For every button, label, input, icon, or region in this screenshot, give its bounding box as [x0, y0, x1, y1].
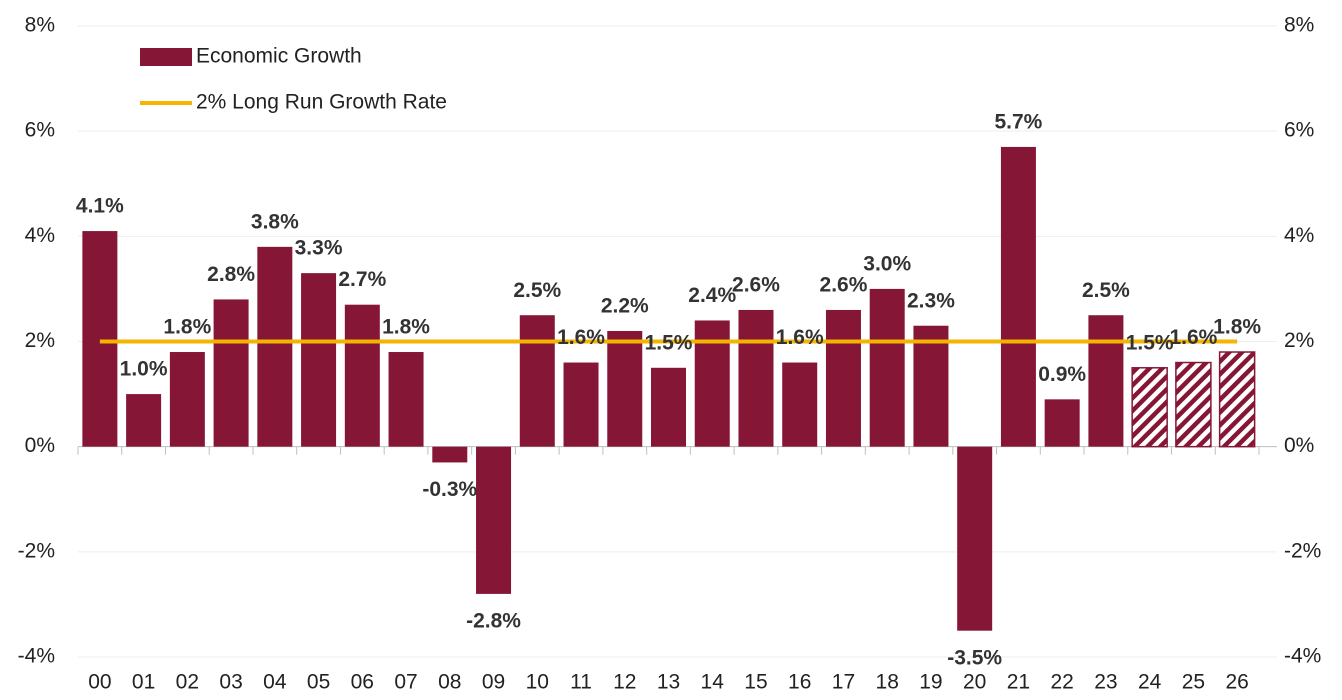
value-label: 2.2% [601, 295, 649, 318]
bar [782, 362, 818, 447]
x-tick-label: 03 [219, 671, 242, 694]
value-label: -2.8% [466, 609, 521, 632]
bar [738, 309, 774, 447]
bar [1000, 146, 1036, 447]
bar [1088, 315, 1124, 447]
y2-tick-label: -4% [1284, 645, 1321, 668]
bar [913, 325, 949, 447]
y2-tick-label: 0% [1284, 434, 1314, 457]
bar [257, 246, 293, 447]
x-tick-label: 02 [176, 671, 199, 694]
bar [563, 362, 599, 447]
value-label: 1.8% [163, 316, 211, 339]
y-tick-label: 0% [25, 434, 55, 457]
bar [519, 315, 555, 447]
y-tick-label: 2% [25, 329, 55, 352]
x-tick-label: 08 [438, 671, 461, 694]
x-tick-label: 01 [132, 671, 155, 694]
x-tick-label: 04 [263, 671, 287, 694]
bar [1131, 367, 1168, 448]
value-label: 0.9% [1038, 363, 1086, 386]
value-label: 3.3% [295, 237, 343, 260]
value-label: 2.3% [907, 289, 955, 312]
x-tick-label: 07 [394, 671, 417, 694]
y-tick-label: -2% [18, 539, 55, 562]
y2-tick-label: -2% [1284, 539, 1321, 562]
value-label: 2.8% [207, 263, 255, 286]
x-tick-label: 17 [832, 671, 855, 694]
value-label: 2.7% [338, 268, 386, 291]
value-label: 2.6% [732, 273, 780, 296]
value-label: -0.3% [422, 478, 477, 501]
bar [1218, 351, 1256, 448]
x-tick-label: 05 [307, 671, 330, 694]
y-tick-label: -4% [18, 645, 55, 668]
value-label: 2.5% [513, 279, 561, 302]
value-label: 2.5% [1082, 279, 1130, 302]
y2-tick-label: 6% [1284, 119, 1314, 142]
bar [344, 304, 380, 447]
x-tick-label: 21 [1007, 671, 1030, 694]
x-tick-label: 10 [526, 671, 549, 694]
bar [213, 299, 249, 447]
bar [607, 330, 643, 447]
value-label: 3.8% [251, 210, 299, 233]
x-tick-label: 09 [482, 671, 505, 694]
value-label: 2.6% [820, 273, 868, 296]
legend-label: 2% Long Run Growth Rate [196, 91, 447, 114]
value-label: 1.0% [120, 358, 168, 381]
y-tick-label: 4% [25, 224, 55, 247]
value-label: 3.0% [863, 252, 911, 275]
y2-tick-label: 8% [1284, 14, 1314, 37]
x-tick-label: 00 [88, 671, 111, 694]
x-tick-label: 22 [1050, 671, 1073, 694]
x-tick-label: 20 [963, 671, 986, 694]
bar [169, 352, 205, 447]
bar [432, 446, 468, 463]
x-tick-label: 16 [788, 671, 811, 694]
value-label: 1.8% [382, 316, 430, 339]
bar [869, 288, 905, 447]
bar [957, 446, 993, 631]
x-tick-label: 25 [1182, 671, 1205, 694]
y2-tick-label: 2% [1284, 329, 1314, 352]
value-label: 1.5% [1126, 331, 1174, 354]
value-label: 1.6% [557, 326, 605, 349]
bar [651, 367, 686, 447]
x-tick-label: 19 [919, 671, 942, 694]
x-tick-label: 12 [613, 671, 636, 694]
x-tick-label: 14 [701, 671, 725, 694]
bar [1175, 361, 1212, 448]
x-tick-label: 24 [1138, 671, 1162, 694]
value-label: 1.5% [645, 331, 693, 354]
x-tick-label: 23 [1094, 671, 1117, 694]
bar [476, 446, 512, 594]
bar [388, 352, 424, 447]
x-tick-label: 06 [351, 671, 374, 694]
value-label: 1.8% [1213, 316, 1261, 339]
bar [126, 394, 162, 447]
x-tick-label: 13 [657, 671, 680, 694]
value-label: 2.4% [688, 284, 736, 307]
x-tick-label: 26 [1225, 671, 1248, 694]
bar [694, 320, 730, 447]
value-label: 1.6% [776, 326, 824, 349]
y2-tick-label: 4% [1284, 224, 1314, 247]
bar [82, 231, 118, 447]
value-label: 4.1% [76, 195, 124, 218]
value-label: 1.6% [1169, 326, 1217, 349]
x-tick-label: 18 [876, 671, 899, 694]
y-tick-label: 6% [25, 119, 55, 142]
bar [1044, 399, 1080, 447]
x-tick-label: 15 [744, 671, 767, 694]
legend-label: Economic Growth [196, 45, 362, 68]
value-label: -3.5% [947, 646, 1002, 669]
value-label: 5.7% [994, 110, 1042, 133]
bar [301, 273, 337, 447]
legend-swatch [140, 48, 192, 66]
x-tick-label: 11 [570, 671, 592, 694]
y-tick-label: 8% [25, 14, 55, 37]
bar [825, 309, 861, 447]
